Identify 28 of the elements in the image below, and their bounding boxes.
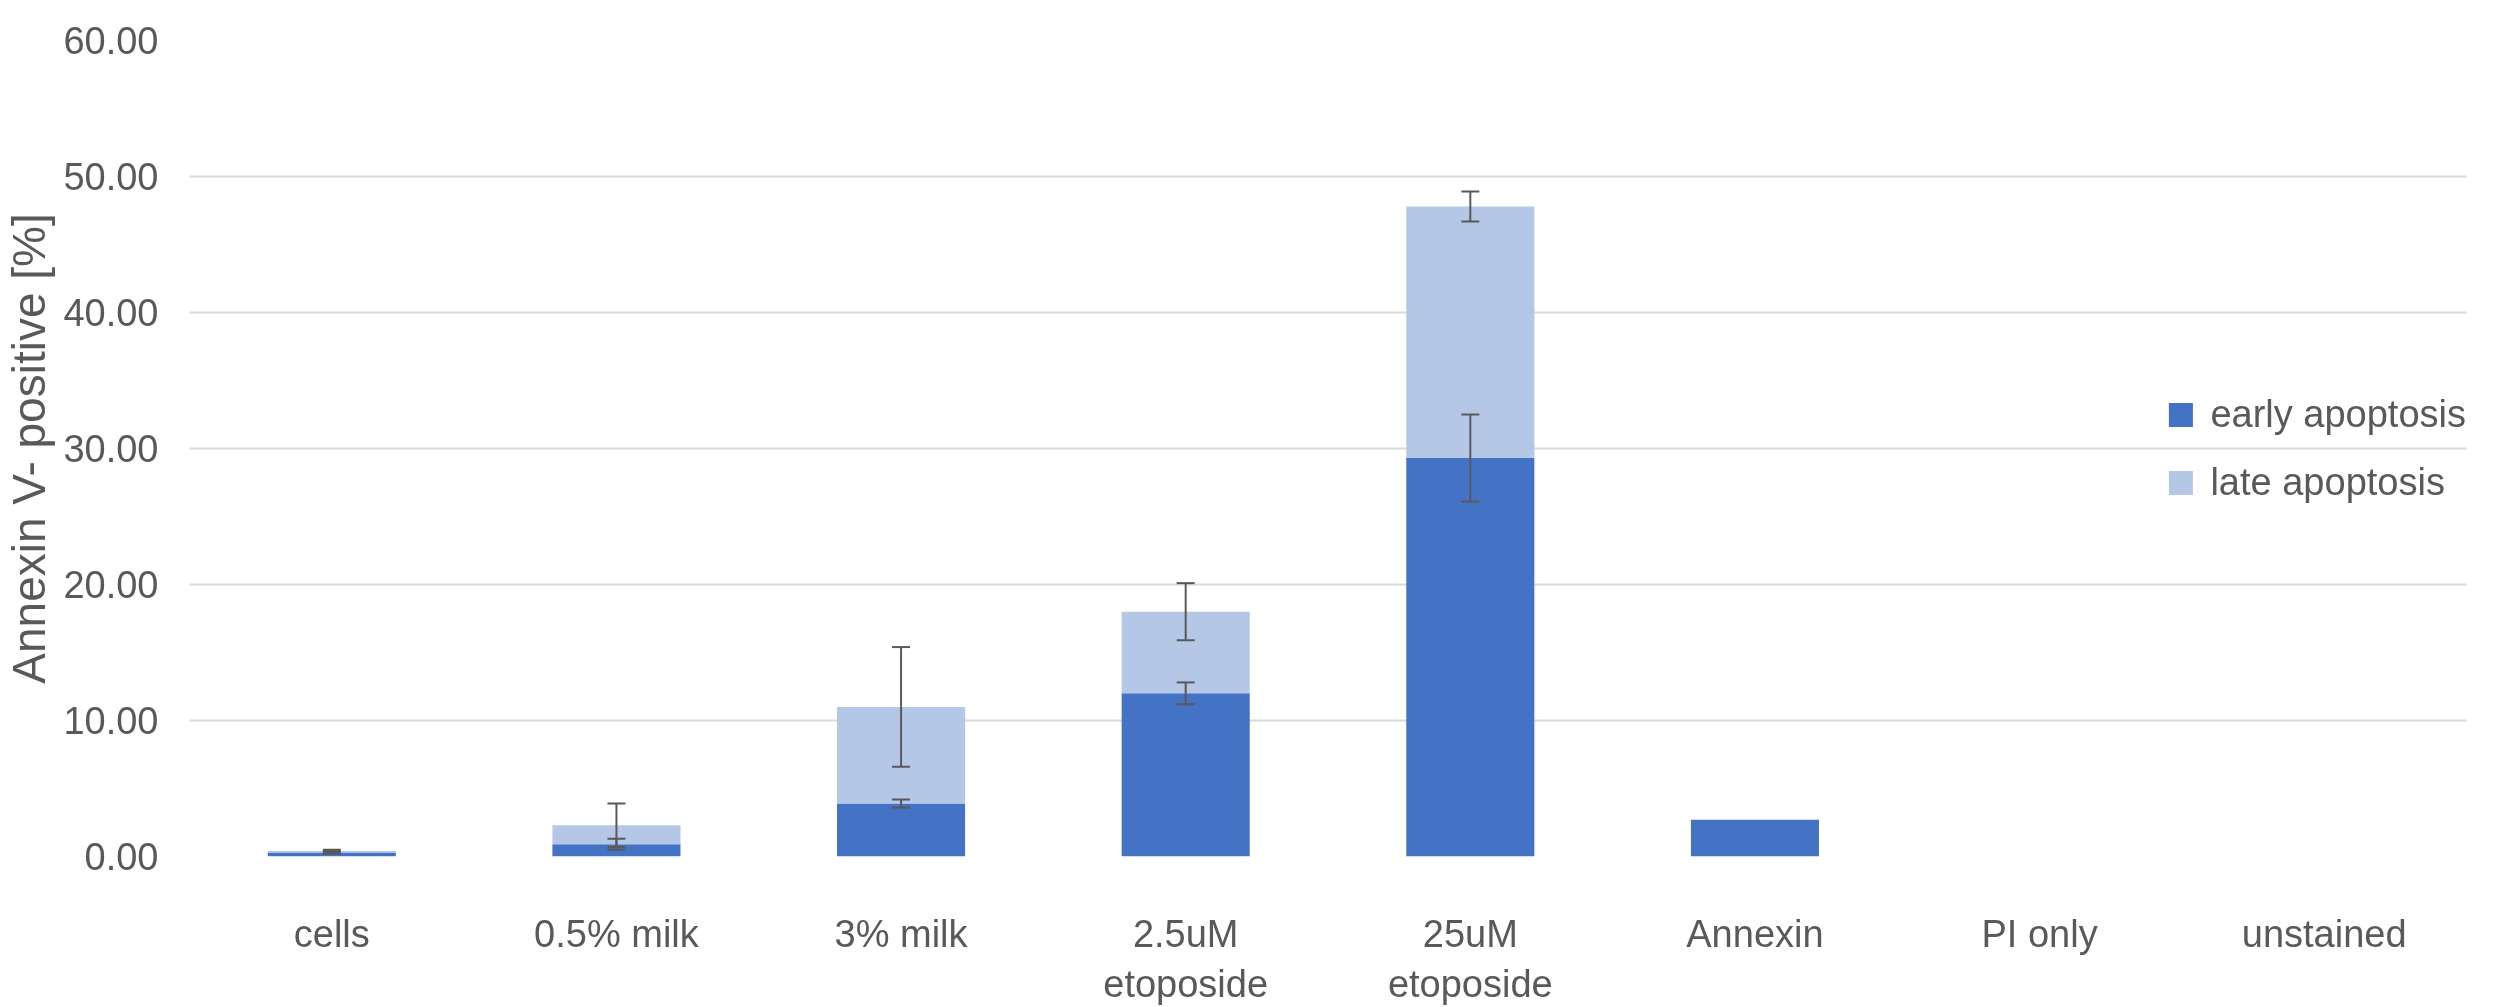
y-tick-label: 50.00 [63,156,159,198]
bar [552,825,681,845]
bar [1121,693,1250,857]
bar [837,803,966,857]
bar [1406,206,1535,459]
x-tick-label: unstained [2241,912,2407,955]
x-tick-label: cells [293,912,370,955]
y-axis-title: Annexin V- positive [%] [3,213,56,684]
y-tick-label: 10.00 [63,700,159,742]
y-tick-label: 0.00 [84,836,159,878]
bar [837,706,966,804]
bar [1406,458,1535,857]
x-tick-label: PI only [1981,912,2098,955]
legend-label: early apoptosis [2210,392,2466,436]
y-tick-label: 60.00 [63,20,159,62]
bar [552,844,681,857]
bar [1121,611,1250,694]
legend-label: late apoptosis [2210,460,2445,504]
x-tick-label: 0.5% milk [534,912,700,955]
x-tick-label: 2.5uM etoposide [1103,912,1269,1005]
y-tick-label: 30.00 [63,428,159,470]
y-tick-label: 20.00 [63,564,159,606]
y-tick-label: 40.00 [63,292,159,334]
x-tick-label: 25uM etoposide [1387,912,1553,1005]
x-tick-label: Annexin [1686,912,1824,955]
bar [1690,819,1819,857]
bar [267,852,396,857]
x-tick-label: 3% milk [834,912,969,955]
